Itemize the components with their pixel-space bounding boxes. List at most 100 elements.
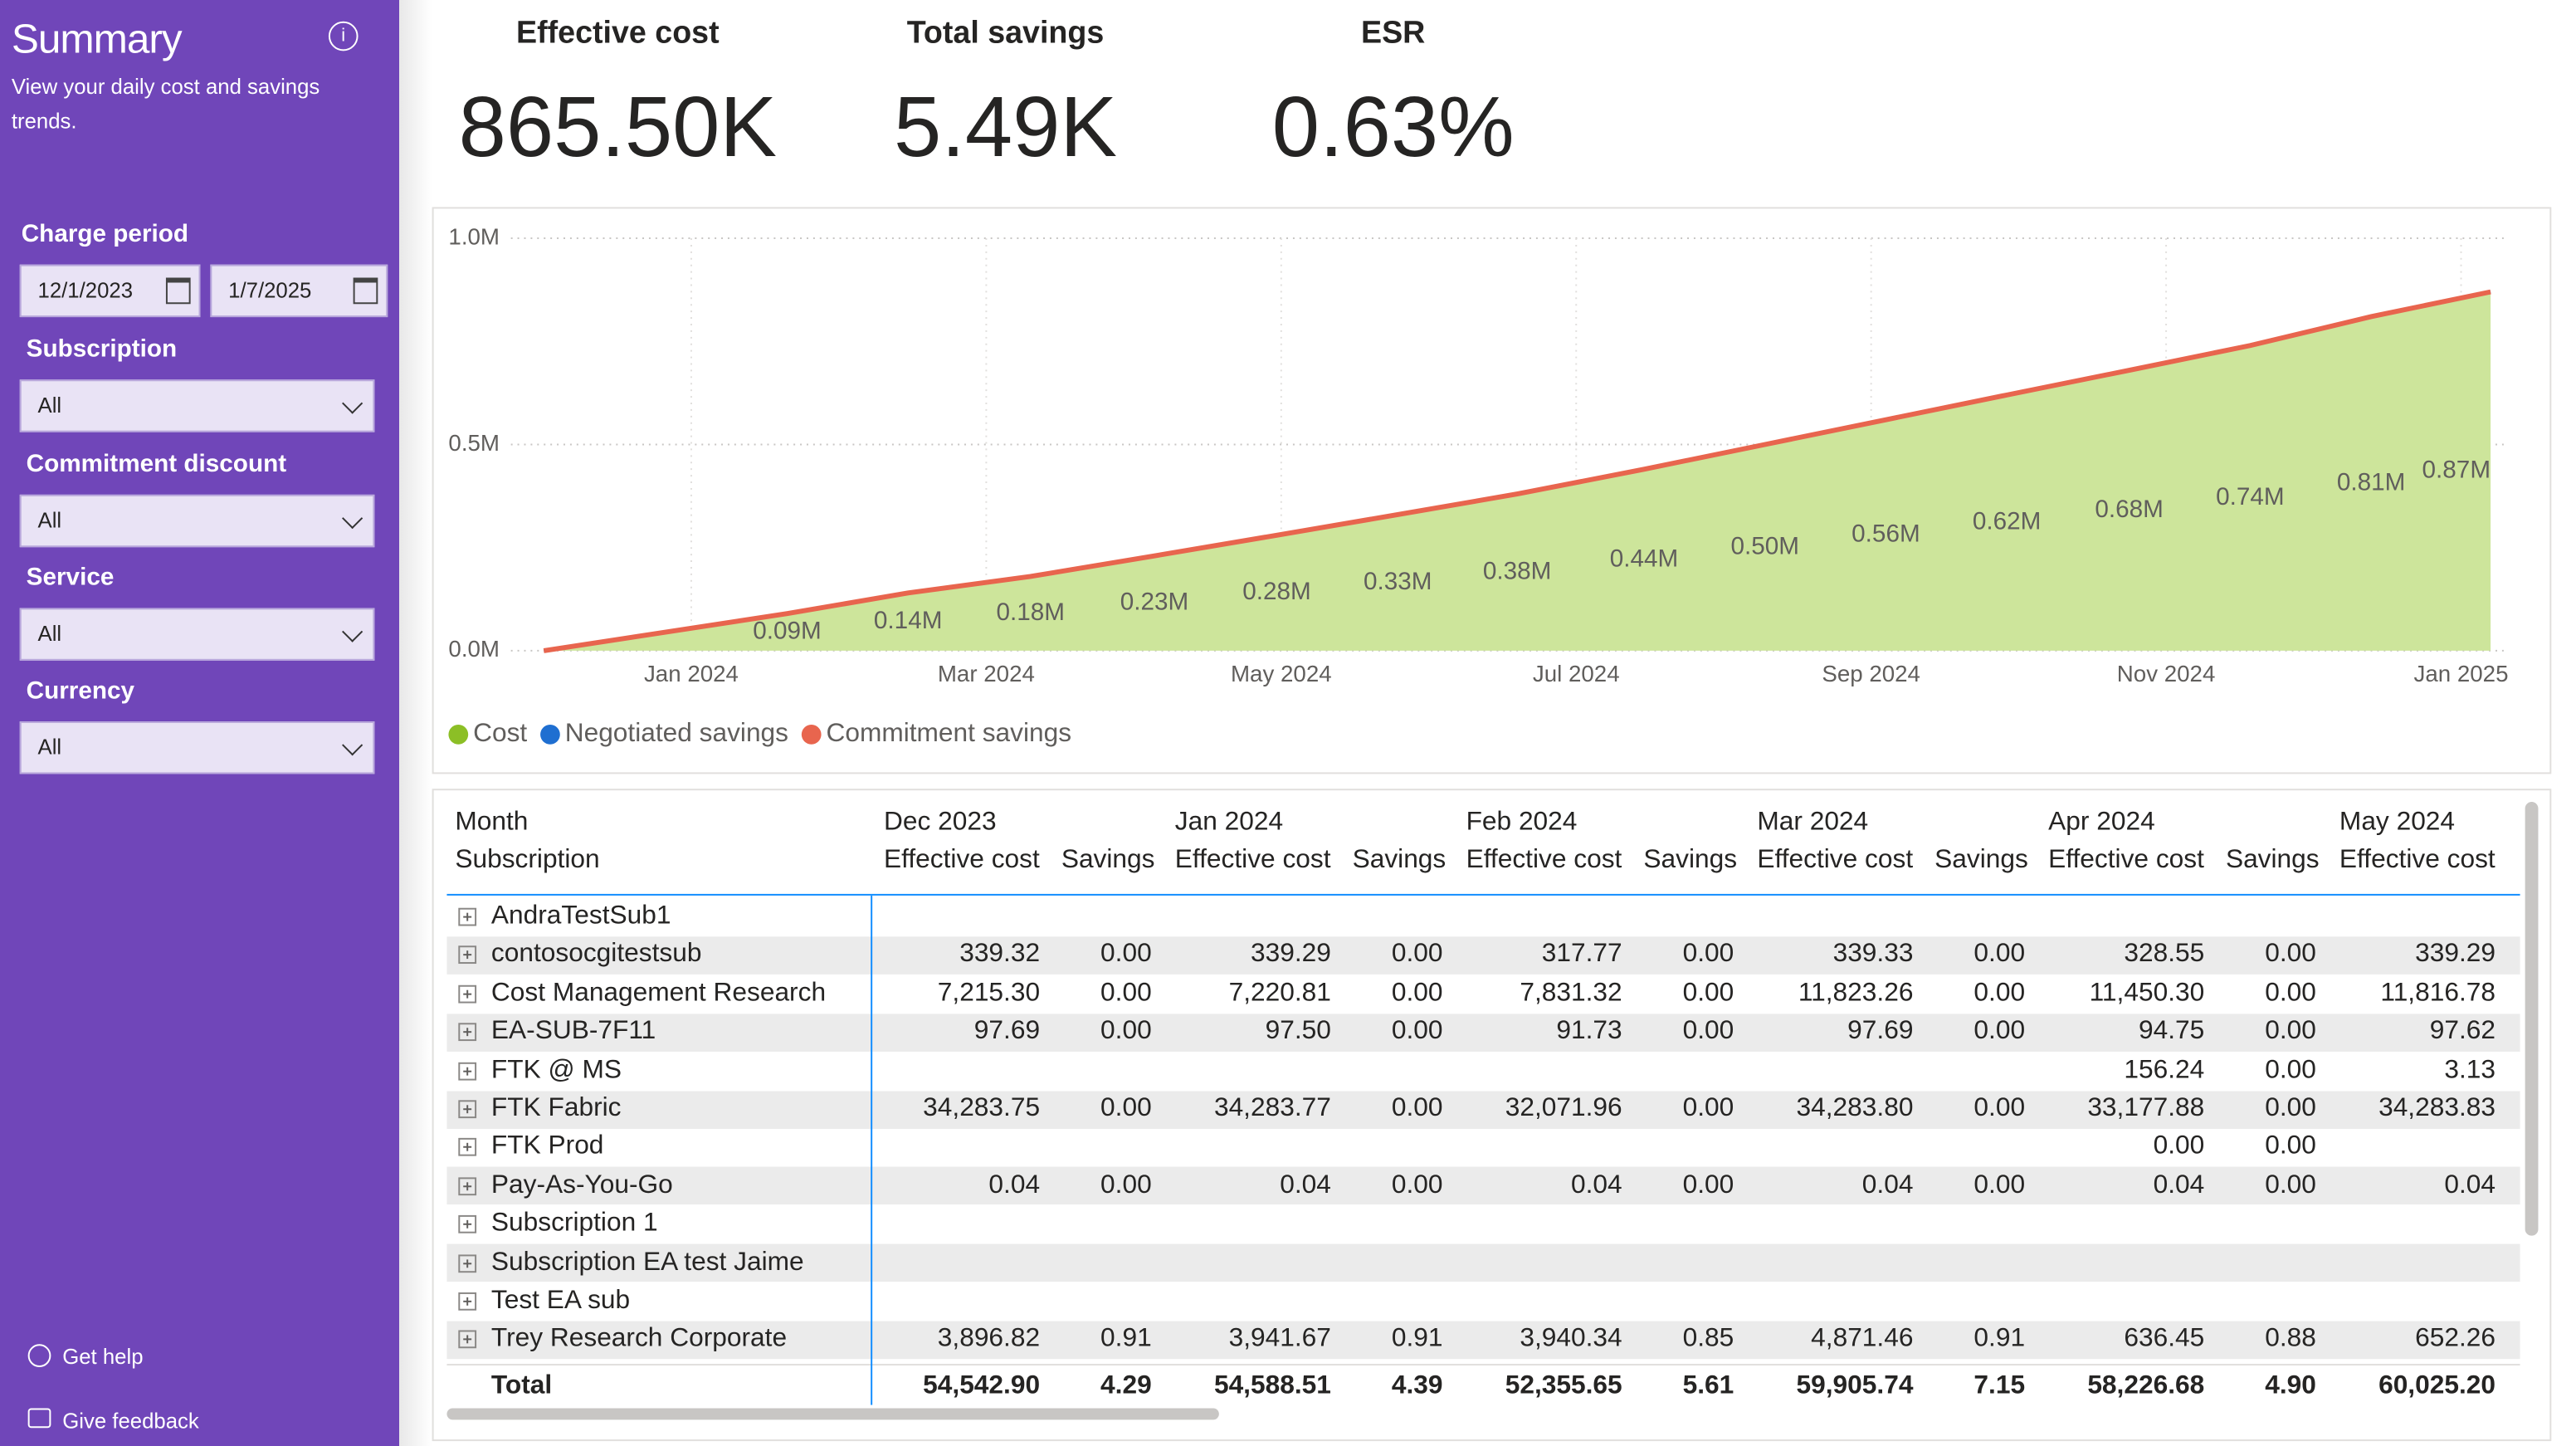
cell-value: 0.00 xyxy=(1973,979,2026,1008)
column-header: Savings xyxy=(1061,846,1155,875)
total-value: 54,588.51 xyxy=(1213,1371,1331,1400)
expand-button[interactable] xyxy=(458,1331,477,1350)
chevron xyxy=(342,621,363,642)
dropdown[interactable]: All xyxy=(19,494,375,548)
row-label: FTK Fabric xyxy=(490,1094,622,1123)
cell-value: 0.00 xyxy=(2265,1056,2316,1084)
expand-button[interactable] xyxy=(458,1215,477,1234)
cell-value: 0.00 xyxy=(1391,1017,1443,1046)
row-label: FTK @ MS xyxy=(490,1056,622,1084)
cell-value: 652.26 xyxy=(2415,1325,2496,1353)
cell-value: 0.00 xyxy=(1100,979,1152,1008)
dropdown-value: All xyxy=(37,621,62,646)
cell-value: 3,940.34 xyxy=(1520,1325,1622,1353)
expand-button[interactable] xyxy=(458,1176,477,1195)
cell-value: 0.00 xyxy=(1682,1017,1734,1046)
kpi-value: 0.63% xyxy=(1271,80,1515,176)
sidebar: Summary i View your daily cost and savin… xyxy=(0,0,400,1446)
cell-value: 339.33 xyxy=(1832,940,1914,969)
x-tick-label: Jan 2024 xyxy=(644,661,739,686)
expand-button[interactable] xyxy=(458,1100,477,1119)
cell-value: 0.00 xyxy=(1973,1171,2026,1199)
row-label: FTK Prod xyxy=(490,1132,604,1161)
data-label: 0.23M xyxy=(1120,589,1189,616)
cell-value: 32,071.96 xyxy=(1505,1094,1622,1123)
help-icon xyxy=(27,1344,51,1368)
matrix-table: Month Subscription Dec 2023 Effective cost S… xyxy=(434,790,2520,1436)
expand-button[interactable] xyxy=(458,1062,477,1080)
data-label: 0.28M xyxy=(1242,578,1311,605)
expand-button[interactable] xyxy=(458,1292,477,1311)
expand-button[interactable] xyxy=(458,1023,477,1042)
month-header: Jan 2024 xyxy=(1174,808,1284,837)
cell-value: 328.55 xyxy=(2124,940,2205,969)
cell-value: 317.77 xyxy=(1541,940,1622,969)
cell-value: 4,871.46 xyxy=(1811,1325,1914,1353)
data-label: 0.38M xyxy=(1483,557,1552,584)
shadow xyxy=(399,0,432,1446)
column-header: Effective cost xyxy=(884,846,1040,875)
date-input[interactable]: 1/7/2025 xyxy=(210,264,388,318)
chevron xyxy=(342,507,363,530)
cell-value: 0.00 xyxy=(1100,940,1152,969)
total-value: 4.29 xyxy=(1100,1371,1152,1400)
cell-value: 339.29 xyxy=(1250,940,1331,969)
vertical-scrollbar[interactable] xyxy=(2525,802,2539,1236)
row-stripe xyxy=(446,1167,2520,1205)
dropdown[interactable]: All xyxy=(19,379,375,432)
dropdown[interactable]: All xyxy=(19,721,375,774)
cell-value: 0.04 xyxy=(1280,1171,1331,1199)
row-label: contosocgitestsub xyxy=(490,940,702,969)
legend-marker xyxy=(540,724,560,745)
cell-value: 0.00 xyxy=(2265,979,2316,1008)
cell-value: 0.00 xyxy=(1973,1094,2026,1123)
cell-value: 0.00 xyxy=(1391,1094,1443,1123)
cell-value: 34,283.83 xyxy=(2378,1094,2496,1123)
info-icon[interactable]: i xyxy=(328,21,359,51)
expand-button[interactable] xyxy=(458,984,477,1004)
cell-value: 3,896.82 xyxy=(937,1325,1041,1353)
cell-value: 339.32 xyxy=(959,940,1041,969)
x-tick-label: Sep 2024 xyxy=(1822,661,1920,686)
horizontal-scrollbar[interactable] xyxy=(446,1408,1219,1420)
cell-value: 0.00 xyxy=(1391,1171,1443,1199)
column-header: Savings xyxy=(1934,846,2028,875)
feedback-link[interactable]: Give feedback xyxy=(62,1408,199,1434)
chart: 0.0M 0.5M 1.0M Jan 2024 Mar 2024 May 2024 Jul … xyxy=(448,223,2509,747)
cell-value: 0.00 xyxy=(1682,1171,1734,1199)
dropdown[interactable]: All xyxy=(19,608,375,661)
date-input[interactable]: 12/1/2023 xyxy=(19,264,201,318)
feedback-icon xyxy=(27,1408,51,1429)
total-value: 4.39 xyxy=(1391,1371,1443,1400)
column-header: Savings xyxy=(2225,846,2320,875)
data-label: 0.09M xyxy=(753,617,822,644)
cell-value: 7,831.32 xyxy=(1520,979,1622,1008)
cell-value: 97.50 xyxy=(1265,1017,1331,1046)
expand-button[interactable] xyxy=(458,1138,477,1157)
cell-value: 156.24 xyxy=(2124,1056,2205,1084)
column-header: Month xyxy=(455,808,529,837)
data-label: 0.44M xyxy=(1610,545,1679,572)
y-tick-label: 0.5M xyxy=(448,430,500,456)
expand-button[interactable] xyxy=(458,907,477,926)
expand-button[interactable] xyxy=(458,1253,477,1273)
data-label: 0.81M xyxy=(2337,469,2406,496)
column-divider xyxy=(871,895,873,1405)
row-label: Pay-As-You-Go xyxy=(490,1171,673,1199)
help-link[interactable]: Get help xyxy=(62,1344,144,1369)
cell-value: 0.00 xyxy=(1682,940,1734,969)
area xyxy=(544,291,2491,651)
x-tick-label: Jan 2025 xyxy=(2414,661,2509,686)
cell-value: 0.00 xyxy=(2265,1094,2316,1123)
cell-value: 34,283.75 xyxy=(923,1094,1041,1123)
expand-button[interactable] xyxy=(458,946,477,965)
dropdown-value: All xyxy=(37,393,62,418)
cell-value: 11,450.30 xyxy=(2089,979,2205,1008)
line xyxy=(543,289,2491,653)
cell-value: 0.00 xyxy=(2265,1171,2316,1199)
column-header: Savings xyxy=(1643,846,1738,875)
cell-value: 97.69 xyxy=(1847,1017,1914,1046)
data-label: 0.50M xyxy=(1730,533,1799,560)
row-stripe xyxy=(446,1013,2520,1052)
total-value: 54,542.90 xyxy=(923,1371,1041,1400)
